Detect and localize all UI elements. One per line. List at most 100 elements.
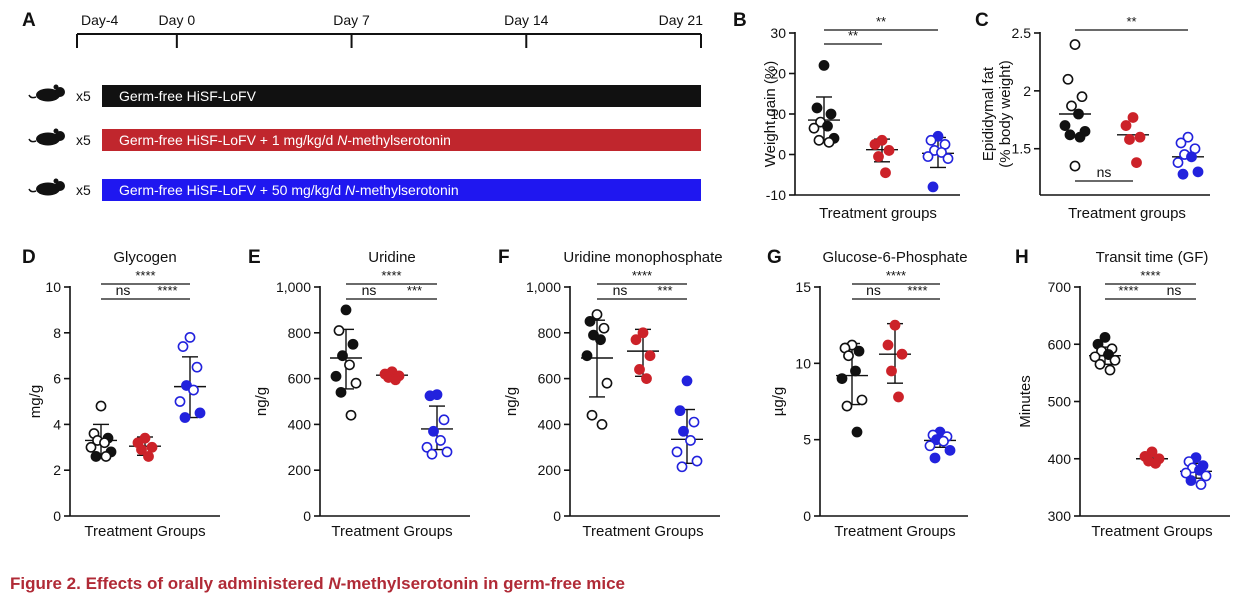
panel-f: F Uridine monophosphate 0 200 400 600 800 1,000… bbox=[498, 247, 723, 540]
data-point bbox=[1069, 160, 1081, 172]
data-point bbox=[1127, 112, 1139, 123]
timeline-label: Day 7 bbox=[333, 12, 370, 28]
group-count: x5 bbox=[76, 132, 91, 148]
group-blue bbox=[1180, 452, 1212, 490]
x-axis-label: Treatment Groups bbox=[331, 523, 452, 540]
data-point bbox=[1099, 331, 1111, 343]
data-point bbox=[818, 60, 830, 71]
data-point bbox=[146, 441, 158, 453]
panel-letter-e: E bbox=[248, 247, 261, 268]
mouse-icon bbox=[28, 84, 65, 102]
y-tick-label: 300 bbox=[1048, 508, 1072, 524]
significance-label: **** bbox=[632, 268, 652, 283]
data-point bbox=[347, 338, 359, 350]
data-point bbox=[927, 181, 939, 193]
y-tick-label: 15 bbox=[795, 279, 811, 295]
panel-h: H Transit time (GF) 300 400 500 600 700 Treatme… bbox=[1015, 247, 1230, 540]
significance-label: **** bbox=[907, 283, 927, 298]
y-tick-label: 2 bbox=[53, 462, 61, 478]
data-point bbox=[1064, 129, 1076, 141]
data-point bbox=[843, 350, 854, 362]
y-tick-label: 0 bbox=[303, 508, 311, 524]
significance-label: ns bbox=[362, 282, 377, 298]
data-point bbox=[581, 350, 593, 362]
data-point bbox=[1182, 131, 1194, 143]
group-blue bbox=[924, 426, 956, 464]
data-point bbox=[869, 138, 881, 150]
data-point bbox=[936, 147, 947, 158]
data-point bbox=[944, 444, 956, 456]
data-point bbox=[333, 325, 345, 336]
data-point bbox=[676, 461, 688, 473]
y-tick-label: 600 bbox=[288, 371, 312, 387]
panel-d: D Glycogen 0 2 4 6 8 10 Treatment Groups mg/g ****… bbox=[22, 247, 220, 540]
data-point bbox=[1104, 364, 1116, 376]
treatment-bar bbox=[102, 129, 701, 151]
significance-label: ** bbox=[876, 14, 886, 29]
data-point bbox=[883, 145, 895, 156]
data-point bbox=[813, 134, 825, 146]
group-black bbox=[1059, 39, 1091, 172]
data-point bbox=[426, 448, 438, 460]
y-tick-label: 30 bbox=[770, 25, 786, 41]
data-point bbox=[1089, 351, 1101, 363]
mouse-icon bbox=[28, 178, 65, 196]
group-black bbox=[1089, 331, 1121, 376]
y-tick-label: 500 bbox=[1048, 394, 1072, 410]
data-point bbox=[1180, 467, 1192, 479]
data-point bbox=[345, 409, 357, 421]
significance-label: ns bbox=[613, 282, 628, 298]
data-point bbox=[1172, 157, 1184, 168]
timeline-label: Day 14 bbox=[504, 12, 549, 28]
y-tick-label: 6 bbox=[53, 371, 61, 387]
group-blue bbox=[1172, 131, 1204, 180]
significance-label: **** bbox=[157, 283, 177, 298]
data-point bbox=[822, 120, 833, 132]
data-point bbox=[340, 304, 352, 316]
y-axis-label: Minutes bbox=[1017, 375, 1034, 428]
timeline-label: Day-4 bbox=[81, 12, 119, 28]
group-blue bbox=[421, 389, 453, 460]
data-point bbox=[630, 334, 642, 346]
panel-letter-d: D bbox=[22, 247, 36, 268]
y-axis-label: µg/g bbox=[770, 387, 787, 417]
data-point bbox=[435, 435, 446, 446]
data-point bbox=[924, 440, 936, 452]
data-point bbox=[681, 375, 693, 387]
group-black bbox=[581, 309, 613, 430]
data-point bbox=[1103, 349, 1114, 360]
data-point bbox=[1124, 134, 1135, 145]
data-point bbox=[889, 319, 901, 331]
data-point bbox=[634, 364, 645, 375]
data-point bbox=[685, 435, 696, 446]
mouse-icon bbox=[28, 128, 65, 146]
significance-label: ns bbox=[1097, 164, 1112, 180]
y-axis-label: Weight gain (%) bbox=[762, 61, 779, 167]
panel-g: G Glucose-6-Phosphate 0 5 10 15 Treatment Grou… bbox=[767, 247, 968, 540]
y-axis-label: Epididymal fat bbox=[980, 66, 997, 161]
data-point bbox=[100, 451, 112, 462]
data-point bbox=[1194, 464, 1205, 476]
y-tick-label: 10 bbox=[770, 106, 786, 122]
timeline-label: Day 21 bbox=[659, 12, 704, 28]
chart-title: Glycogen bbox=[113, 249, 176, 266]
chart-title: Glucose-6-Phosphate bbox=[822, 249, 967, 266]
data-point bbox=[880, 167, 891, 179]
y-tick-label: 600 bbox=[1048, 336, 1072, 352]
panel-letter-b: B bbox=[733, 10, 747, 31]
chart-title: Uridine bbox=[368, 249, 416, 266]
data-point bbox=[691, 455, 703, 467]
x-axis-label: Treatment Groups bbox=[84, 523, 205, 540]
y-tick-label: 800 bbox=[288, 325, 312, 341]
data-point bbox=[174, 396, 186, 407]
y-tick-label: 10 bbox=[45, 279, 61, 295]
panel-a: A Day-4 Day 0 Day 7 Day 14 Day 21 x5 Germ-free … bbox=[22, 10, 703, 201]
timeline-label: Day 0 bbox=[159, 12, 196, 28]
significance-label: **** bbox=[381, 268, 401, 283]
data-point bbox=[850, 365, 861, 377]
data-point bbox=[179, 412, 191, 423]
data-point bbox=[811, 102, 823, 114]
data-point bbox=[601, 377, 613, 389]
group-red bbox=[1136, 446, 1168, 469]
